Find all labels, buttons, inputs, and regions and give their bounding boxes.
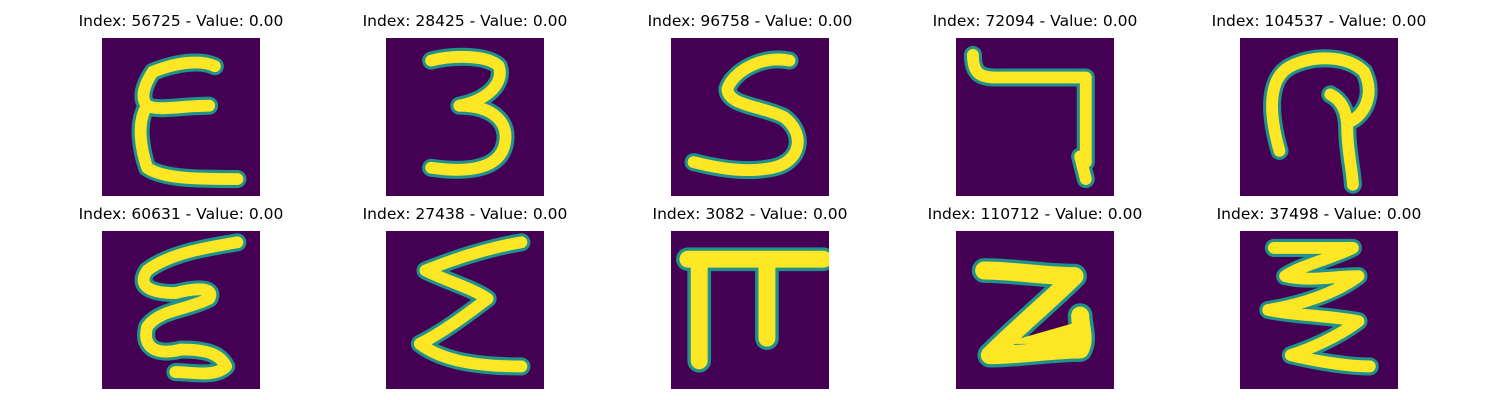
sample-cell: Index: 28425 - Value: 0.00 [335, 10, 595, 196]
sample-title: Index: 96758 - Value: 0.00 [647, 12, 853, 30]
sample-cell: Index: 72094 - Value: 0.00 [905, 10, 1165, 196]
sample-cell: Index: 37498 - Value: 0.00 [1189, 203, 1449, 389]
sample-image [386, 231, 544, 389]
sample-title: Index: 27438 - Value: 0.00 [362, 205, 568, 223]
sample-title: Index: 37498 - Value: 0.00 [1216, 205, 1422, 223]
sample-title: Index: 3082 - Value: 0.00 [652, 205, 848, 223]
sample-cell: Index: 96758 - Value: 0.00 [620, 10, 880, 196]
sample-title: Index: 60631 - Value: 0.00 [78, 205, 284, 223]
sample-title: Index: 72094 - Value: 0.00 [932, 12, 1138, 30]
sample-cell: Index: 110712 - Value: 0.00 [905, 203, 1165, 389]
sample-cell: Index: 60631 - Value: 0.00 [51, 203, 311, 389]
sample-title: Index: 56725 - Value: 0.00 [78, 12, 284, 30]
sample-image [671, 38, 829, 196]
sample-image [956, 231, 1114, 389]
sample-image [102, 38, 260, 196]
sample-cell: Index: 3082 - Value: 0.00 [620, 203, 880, 389]
sample-cell: Index: 56725 - Value: 0.00 [51, 10, 311, 196]
sample-image [1240, 231, 1398, 389]
sample-title: Index: 110712 - Value: 0.00 [927, 205, 1143, 223]
sample-image [386, 38, 544, 196]
sample-title: Index: 104537 - Value: 0.00 [1211, 12, 1427, 30]
sample-cell: Index: 104537 - Value: 0.00 [1189, 10, 1449, 196]
sample-image [956, 38, 1114, 196]
sample-image [671, 231, 829, 389]
sample-image [1240, 38, 1398, 196]
sample-cell: Index: 27438 - Value: 0.00 [335, 203, 595, 389]
sample-title: Index: 28425 - Value: 0.00 [362, 12, 568, 30]
sample-image [102, 231, 260, 389]
